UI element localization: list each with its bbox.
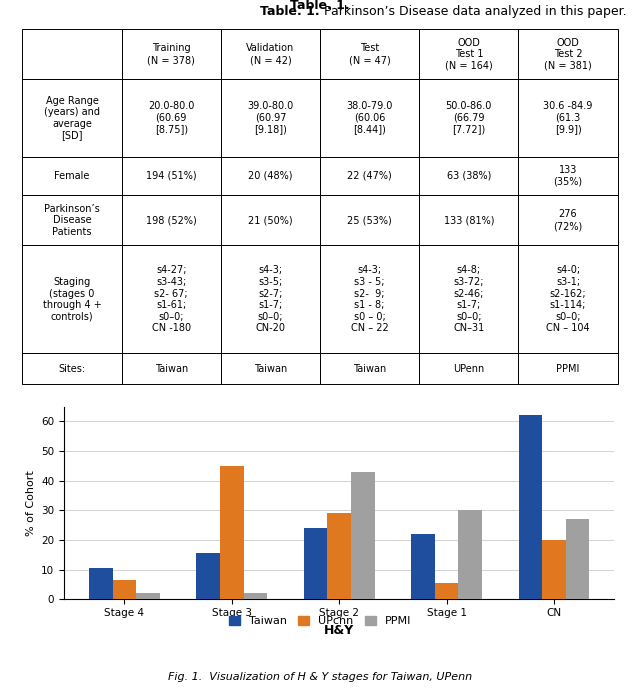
Bar <box>89 568 113 599</box>
Bar <box>566 520 589 599</box>
Bar <box>220 466 244 599</box>
Text: Fig. 1.  Visualization of H & Y stages for Taiwan, UPenn: Fig. 1. Visualization of H & Y stages fo… <box>168 672 472 682</box>
Y-axis label: % of Cohort: % of Cohort <box>26 470 36 536</box>
Bar <box>244 593 268 599</box>
Bar <box>458 511 482 599</box>
Bar <box>328 513 351 599</box>
Text: Parkinson’s Disease data analyzed in this paper.: Parkinson’s Disease data analyzed in thi… <box>320 5 627 18</box>
Legend: Taiwan, UPcnn, PPMI: Taiwan, UPcnn, PPMI <box>225 612 415 631</box>
Bar <box>136 593 160 599</box>
Bar <box>196 553 220 599</box>
Bar <box>518 415 542 599</box>
Text: Table. 1. Parkinson’s Disease data analyzed in this paper.: Table. 1. Parkinson’s Disease data analy… <box>0 688 1 689</box>
Bar <box>435 583 458 599</box>
Bar <box>542 540 566 599</box>
Bar <box>351 472 374 599</box>
Text: Table. 1.: Table. 1. <box>260 5 320 18</box>
Bar <box>304 528 328 599</box>
Bar <box>113 580 136 599</box>
Text: Table. 1.: Table. 1. <box>290 0 350 12</box>
X-axis label: H&Y: H&Y <box>324 624 355 637</box>
Bar <box>411 534 435 599</box>
Text: Table. 1.: Table. 1. <box>0 688 1 689</box>
